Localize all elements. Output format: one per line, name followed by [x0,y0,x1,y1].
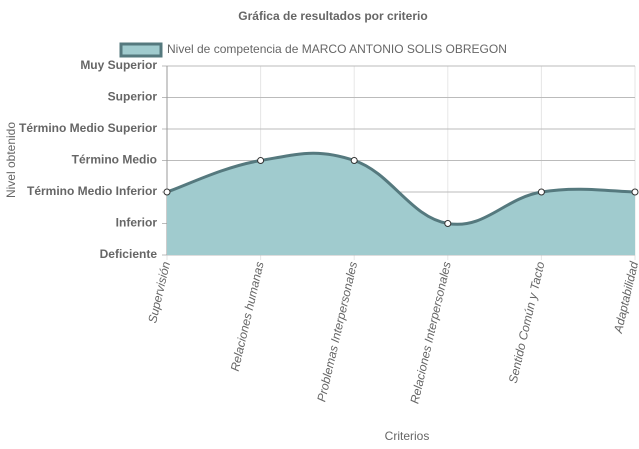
legend-swatch [119,42,163,58]
x-tick-label: Relaciones humanas [228,260,267,372]
area [167,153,635,255]
point [444,220,452,227]
point [631,188,639,196]
x-axis-title: Criterios [385,429,430,443]
point [537,188,545,196]
point [350,157,358,164]
chart-title: Gráfica de resultados por criterio [238,9,427,23]
x-tick-label: Adaptabilidad [611,260,639,335]
y-axis-title: Nivel obtenido [4,122,18,198]
line [166,151,636,226]
y-tick-label: Muy Superior [80,58,157,72]
y-tick-label: Superior [108,90,158,104]
x-tick-label: Sentido Común y Tacto [506,260,548,385]
y-tick-label: Término Medio Superior [19,121,157,135]
y-tick-label: Deficiente [100,247,158,261]
x-tick-label: Problemas Interpersonales [314,260,360,403]
x-tick-label: Supervisión [145,260,173,325]
y-tick-label: Término Medio [72,153,157,167]
y-tick-label: Inferior [116,216,158,230]
point [163,188,171,196]
y-tick-label: Término Medio Inferior [27,184,157,198]
point [257,157,265,164]
legend-label: Nivel de competencia de MARCO ANTONIO SO… [167,42,507,56]
x-tick-label: Relaciones Interpersonales [407,260,453,405]
